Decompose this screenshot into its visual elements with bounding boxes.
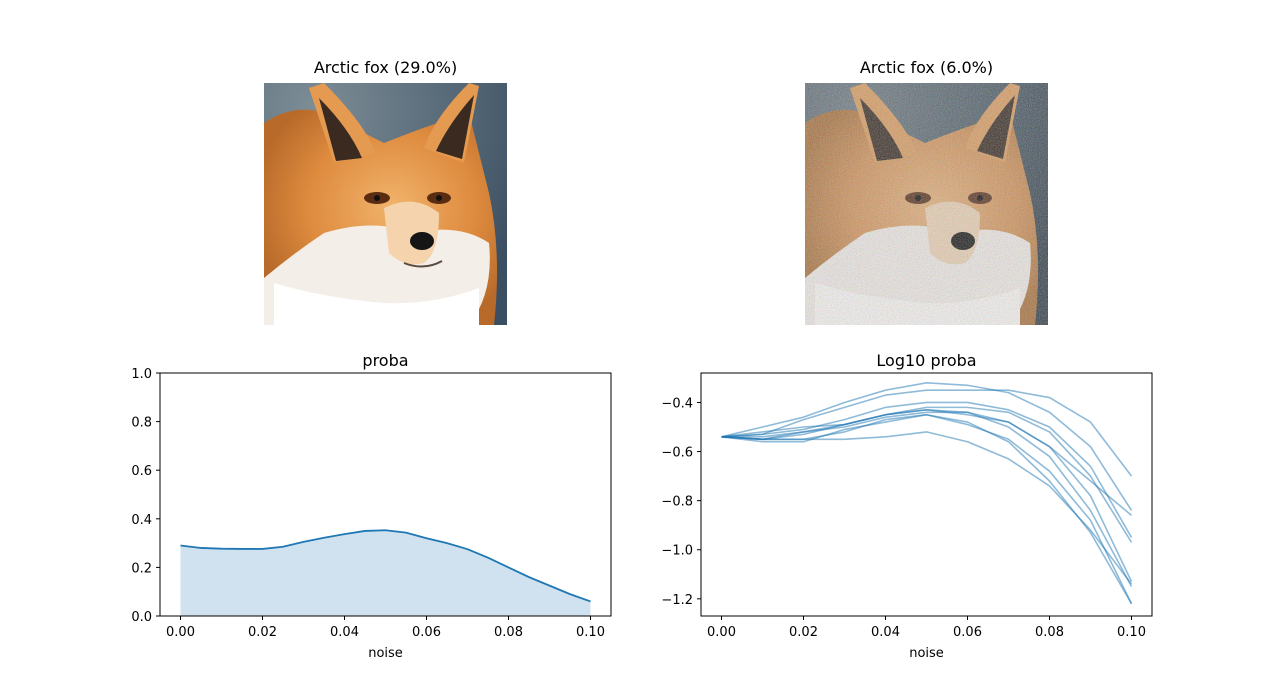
x-tick-label: 0.08 xyxy=(494,625,523,640)
x-tick-label: 0.10 xyxy=(1117,625,1146,640)
fox-image-noisy xyxy=(805,83,1048,325)
y-tick-label: −0.8 xyxy=(661,495,693,510)
series-line-7 xyxy=(721,413,1133,605)
y-tick-label: −1.2 xyxy=(661,593,693,608)
x-tick-label: 0.08 xyxy=(1035,625,1064,640)
x-tick-label: 0.04 xyxy=(330,625,359,640)
image-title-clean: Arctic fox (29.0%) xyxy=(313,58,458,77)
series-line-9 xyxy=(721,411,1133,516)
x-tick-label: 0.06 xyxy=(412,625,441,640)
chart-title: Log10 proba xyxy=(876,351,976,370)
axes-frame xyxy=(700,372,1153,617)
axes-frame xyxy=(159,372,612,617)
fox-image-clean xyxy=(264,83,507,325)
x-tick-label: 0.10 xyxy=(576,625,605,640)
x-tick-label: 0.02 xyxy=(248,625,277,640)
y-tick-label: 0.2 xyxy=(131,561,152,576)
y-tick-label: 0.8 xyxy=(131,416,152,431)
chart-title: proba xyxy=(362,351,408,370)
log10-proba-chart: Log10 proba 0.00 0.02 0.04 0.06 0.08 0.10 −1.2 −… xyxy=(661,351,1153,661)
x-axis-label: noise xyxy=(909,646,944,661)
series-line-6 xyxy=(721,413,1133,605)
series-line-8 xyxy=(721,431,1133,585)
fox-illustration-clean xyxy=(264,83,507,325)
y-tick-label: 1.0 xyxy=(131,367,152,382)
x-tick-label: 0.02 xyxy=(789,625,818,640)
series-line-3 xyxy=(721,401,1133,538)
x-tick-label: 0.00 xyxy=(166,625,195,640)
y-tick-label: −1.0 xyxy=(661,544,693,559)
y-tick-label: 0.6 xyxy=(131,464,152,479)
series-line-10 xyxy=(721,409,1133,587)
x-axis-label: noise xyxy=(368,646,403,661)
x-tick-label: 0.06 xyxy=(953,625,982,640)
image-title-noisy: Arctic fox (6.0%) xyxy=(859,58,994,77)
proba-line xyxy=(180,529,591,603)
y-tick-label: −0.4 xyxy=(661,396,693,411)
series-line-2 xyxy=(721,389,1133,477)
x-tick-label: 0.04 xyxy=(871,625,900,640)
series-line-4 xyxy=(721,406,1133,543)
proba-chart: proba 0.00 0.02 0.04 0.06 0.08 0.10 0.0 0.2 0.4 0.… xyxy=(131,351,612,661)
y-tick-label: 0.4 xyxy=(131,513,152,528)
x-tick-label: 0.00 xyxy=(707,625,736,640)
y-tick-label: 0.0 xyxy=(131,610,152,625)
fox-illustration-noisy xyxy=(805,83,1048,325)
y-tick-label: −0.6 xyxy=(661,446,693,461)
area-fill xyxy=(180,530,591,616)
series-line-1 xyxy=(721,382,1133,511)
